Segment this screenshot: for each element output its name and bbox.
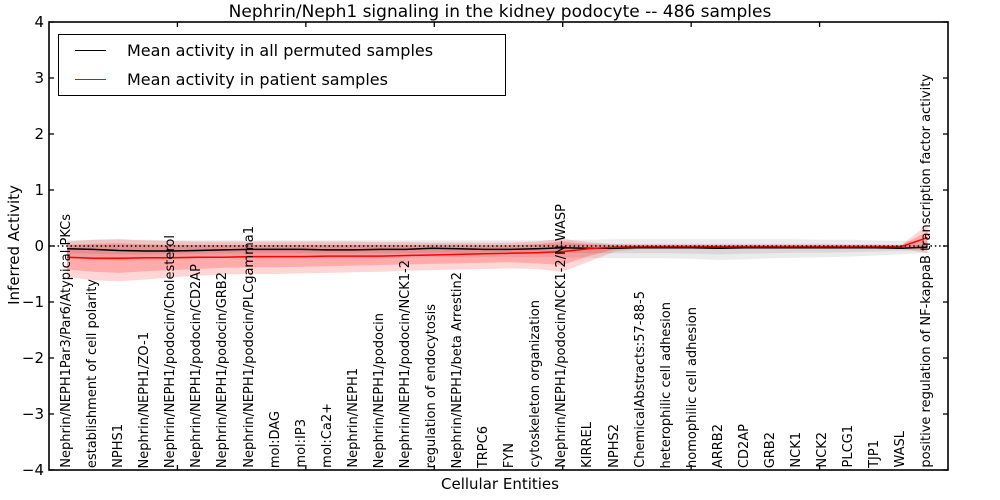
x-category-label: mol:DAG — [267, 410, 283, 468]
y-tick-label: 4 — [34, 13, 44, 31]
legend-entry-patient: Mean activity in patient samples — [59, 66, 505, 94]
x-category-label: WASL — [893, 431, 909, 468]
x-category-label: KIRREL — [580, 422, 596, 468]
x-category-label: TRPC6 — [476, 425, 492, 468]
chart-title: Nephrin/Neph1 signaling in the kidney po… — [228, 2, 772, 22]
y-tick-label: 3 — [34, 69, 44, 87]
x-category-label: ChemicalAbstracts:57-88-5 — [632, 291, 648, 468]
x-category-label: Nephrin/NEPH1/podocin/CD2AP — [189, 264, 205, 468]
x-category-label: NCK2 — [815, 432, 831, 468]
legend-line-sample-red — [75, 79, 106, 81]
permuted-mean-line — [66, 246, 928, 252]
x-category-label: Nephrin/NEPH1/podocin — [371, 312, 387, 468]
x-category-label: NCK1 — [789, 432, 805, 468]
y-tick-label: −2 — [21, 349, 44, 367]
x-category-label: regulation of endocytosis — [424, 303, 440, 468]
legend: Mean activity in all permuted samples Me… — [58, 34, 506, 96]
x-category-label: heterophilic cell adhesion — [658, 301, 674, 469]
x-category-label: NPHS2 — [606, 424, 622, 468]
legend-label: Mean activity in patient samples — [127, 70, 388, 90]
y-tick-label: −3 — [21, 405, 44, 423]
y-tick-label: 1 — [34, 181, 44, 199]
x-category-label: Nephrin/NEPH1/ZO-1 — [137, 331, 153, 468]
x-category-label: Nephrin/NEPH1/podocin/PLCgamma1 — [241, 226, 257, 468]
x-category-label: NPHS1 — [111, 424, 127, 468]
x-category-label: Nephrin/NEPH1/podocin/GRB2 — [215, 271, 231, 468]
x-category-label: cytoskeleton organization — [528, 300, 544, 468]
x-category-label: Nephrin/NEPH1/podocin/Cholesterol — [163, 234, 179, 468]
legend-line-sample-black — [75, 49, 106, 51]
x-axis-label: Cellular Entities — [441, 475, 559, 493]
x-category-label: positive regulation of NF-kappaB transcr… — [919, 74, 935, 468]
legend-label: Mean activity in all permuted samples — [127, 40, 434, 60]
x-category-label: Nephrin/NEPH1Par3/Par6/Atypical PKCs — [58, 214, 74, 468]
legend-entry-permuted: Mean activity in all permuted samples — [59, 36, 505, 64]
y-tick-label: −4 — [21, 461, 44, 479]
x-category-label: CD2AP — [736, 423, 752, 468]
x-category-label: GRB2 — [763, 431, 778, 468]
x-category-label: FYN — [502, 442, 518, 468]
x-category-label: mol:IP3 — [293, 419, 309, 468]
x-category-label: TJP1 — [867, 440, 883, 468]
x-category-label: mol:Ca2+ — [319, 403, 335, 468]
patient-mean-line — [66, 236, 928, 260]
x-category-label: ARRB2 — [710, 423, 726, 468]
y-tick-label: −1 — [21, 293, 44, 311]
x-category-label: establishment of cell polarity — [85, 278, 101, 468]
x-category-label: Nephrin/NEPH1 — [345, 368, 361, 468]
y-tick-label: 2 — [34, 125, 44, 143]
patient-inner-band — [67, 231, 928, 273]
x-category-label: homophilic cell adhesion — [684, 307, 700, 468]
x-category-label: Nephrin/NEPH1/podocin/NCK1-2/N-WASP — [554, 204, 570, 468]
y-tick-label: 0 — [34, 237, 44, 255]
x-category-label: Nephrin/NEPH1/beta Arrestin2 — [450, 271, 466, 469]
x-category-label: Nephrin/NEPH1/podocin/NCK1-2 — [397, 259, 413, 468]
x-category-label: PLCG1 — [841, 425, 857, 468]
